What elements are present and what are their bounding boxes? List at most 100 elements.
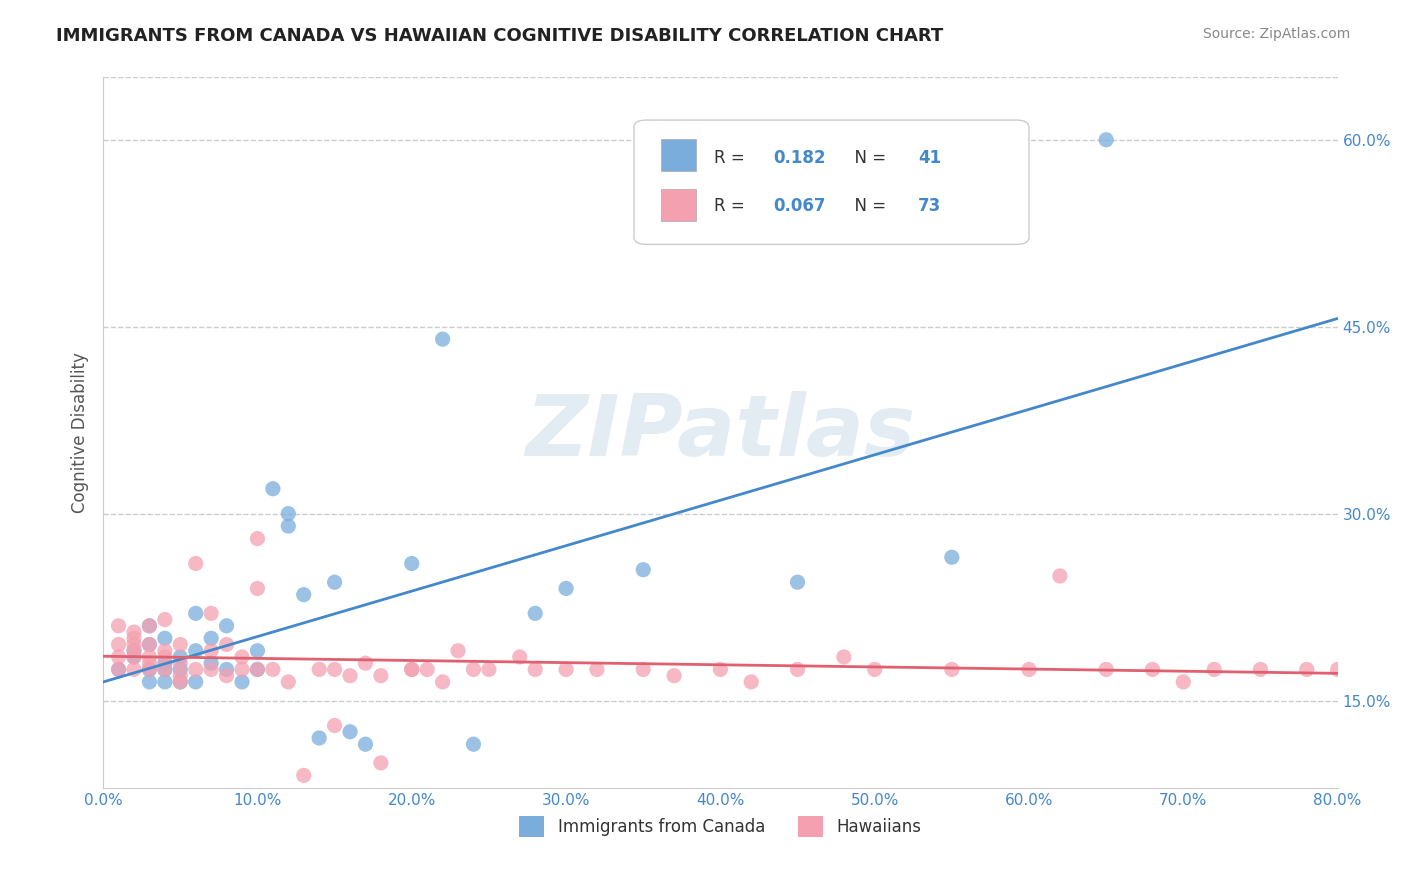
Point — [323, 575, 346, 590]
Point — [122, 644, 145, 658]
Point — [432, 674, 454, 689]
Point — [215, 619, 238, 633]
Text: 0.182: 0.182 — [773, 149, 825, 167]
Point — [1326, 662, 1348, 676]
Point — [184, 607, 207, 621]
Point — [200, 607, 222, 621]
Point — [215, 668, 238, 682]
Point — [107, 619, 129, 633]
Point — [277, 519, 299, 533]
Point — [107, 650, 129, 665]
Point — [292, 768, 315, 782]
Point — [1173, 674, 1195, 689]
Point — [169, 674, 191, 689]
Point — [231, 662, 253, 676]
Point — [138, 638, 160, 652]
Point — [262, 662, 284, 676]
Point — [524, 662, 547, 676]
Point — [122, 644, 145, 658]
Point — [740, 674, 762, 689]
Point — [138, 657, 160, 671]
Text: R =: R = — [714, 149, 751, 167]
Point — [122, 662, 145, 676]
Point — [1295, 662, 1317, 676]
Point — [107, 662, 129, 676]
Point — [184, 644, 207, 658]
Point — [153, 657, 176, 671]
Point — [631, 563, 654, 577]
Point — [941, 550, 963, 565]
Point — [200, 644, 222, 658]
Point — [709, 662, 731, 676]
Bar — [661, 189, 696, 220]
Text: 41: 41 — [918, 149, 941, 167]
Point — [277, 674, 299, 689]
Point — [169, 668, 191, 682]
Point — [1095, 133, 1118, 147]
Point — [323, 718, 346, 732]
Point — [138, 619, 160, 633]
Point — [1049, 569, 1071, 583]
Point — [416, 662, 439, 676]
Point — [323, 662, 346, 676]
Point — [138, 662, 160, 676]
Point — [153, 674, 176, 689]
Y-axis label: Cognitive Disability: Cognitive Disability — [72, 352, 89, 513]
Point — [169, 657, 191, 671]
Point — [1018, 662, 1040, 676]
Point — [107, 662, 129, 676]
Point — [1204, 662, 1226, 676]
Point — [941, 662, 963, 676]
Point — [184, 557, 207, 571]
Point — [153, 632, 176, 646]
Point — [509, 650, 531, 665]
Point — [153, 613, 176, 627]
Point — [786, 575, 808, 590]
Point — [370, 756, 392, 770]
Point — [401, 557, 423, 571]
Point — [169, 674, 191, 689]
Point — [138, 662, 160, 676]
Point — [215, 638, 238, 652]
Point — [662, 668, 685, 682]
Point — [153, 650, 176, 665]
Point — [153, 644, 176, 658]
Point — [524, 607, 547, 621]
Point — [308, 662, 330, 676]
FancyBboxPatch shape — [634, 120, 1029, 244]
Point — [138, 619, 160, 633]
Point — [153, 662, 176, 676]
Point — [401, 662, 423, 676]
Text: IMMIGRANTS FROM CANADA VS HAWAIIAN COGNITIVE DISABILITY CORRELATION CHART: IMMIGRANTS FROM CANADA VS HAWAIIAN COGNI… — [56, 27, 943, 45]
Point — [339, 668, 361, 682]
Point — [200, 662, 222, 676]
Point — [184, 662, 207, 676]
Point — [463, 737, 485, 751]
Point — [786, 662, 808, 676]
Text: ZIPatlas: ZIPatlas — [526, 391, 915, 475]
Point — [246, 532, 269, 546]
Point — [138, 650, 160, 665]
Point — [215, 662, 238, 676]
Point — [277, 507, 299, 521]
Point — [354, 657, 377, 671]
Point — [107, 638, 129, 652]
Point — [169, 650, 191, 665]
Point — [401, 662, 423, 676]
Point — [169, 638, 191, 652]
Point — [231, 650, 253, 665]
Point — [478, 662, 501, 676]
Text: Source: ZipAtlas.com: Source: ZipAtlas.com — [1202, 27, 1350, 41]
Point — [1250, 662, 1272, 676]
Point — [138, 674, 160, 689]
Point — [122, 632, 145, 646]
Legend: Immigrants from Canada, Hawaiians: Immigrants from Canada, Hawaiians — [513, 810, 928, 844]
Point — [447, 644, 470, 658]
Text: 73: 73 — [918, 197, 941, 216]
Point — [262, 482, 284, 496]
Point — [246, 662, 269, 676]
Point — [122, 638, 145, 652]
Point — [339, 724, 361, 739]
Point — [246, 644, 269, 658]
Text: 0.067: 0.067 — [773, 197, 825, 216]
